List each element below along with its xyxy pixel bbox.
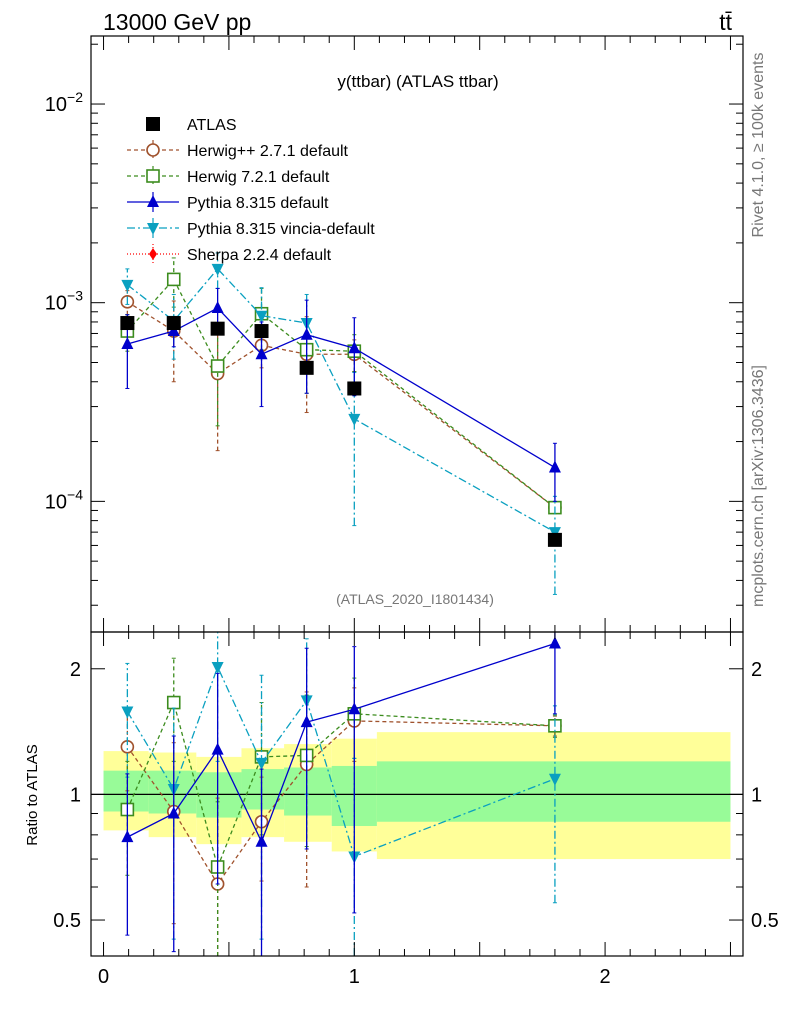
x-tick-label: 0	[98, 966, 109, 988]
series-line	[127, 301, 556, 509]
data-point	[167, 806, 180, 819]
ratio-y-tick-label-right: 2	[751, 659, 762, 681]
process-label: tt̄	[719, 9, 732, 35]
mcplots-source-label: mcplots.cern.ch [arXiv:1306.3436]	[750, 365, 767, 607]
ratio-frame	[90, 631, 744, 957]
data-point	[255, 347, 268, 360]
series-line	[126, 267, 556, 533]
ratio-y-tick-label-left: 1	[70, 784, 81, 806]
data-point	[210, 321, 225, 336]
ratio-y-axis-label: Ratio to ATLAS	[24, 744, 41, 845]
x-tick-label: 2	[600, 966, 611, 988]
data-point	[300, 715, 313, 728]
data-point	[211, 263, 224, 276]
ratio-y-tick-label-right: 0.5	[751, 910, 779, 932]
series-line	[127, 307, 556, 469]
legend-marker	[146, 117, 160, 131]
data-point	[255, 310, 268, 323]
legend-item: Herwig 7.2.1 default	[127, 166, 330, 186]
data-point	[211, 742, 224, 755]
data-point	[347, 381, 362, 396]
data-point	[254, 324, 269, 339]
series-pythia-8-315-default	[121, 631, 561, 957]
data-point	[300, 327, 313, 340]
data-point	[121, 830, 134, 843]
data-point	[255, 757, 268, 770]
legend-item: Pythia 8.315 default	[127, 192, 329, 212]
data-point	[211, 301, 224, 314]
data-point	[210, 359, 225, 373]
data-point	[166, 695, 181, 710]
legend-item: ATLAS	[146, 117, 237, 134]
ratio-y-tick-label-left: 2	[70, 659, 81, 681]
legend: ATLAS Herwig++ 2.7.1 default Herwig 7.2.1 …	[127, 117, 375, 264]
data-point	[211, 661, 224, 674]
legend-marker	[146, 169, 160, 183]
legend-marker	[147, 223, 159, 235]
legend-marker	[149, 248, 157, 260]
main-panel: 10−4 10−3 10−2 y(ttbar) (ATLAS ttbar) (ATL…	[45, 35, 744, 633]
data-point	[167, 324, 180, 337]
data-point	[166, 272, 181, 287]
legend-label: Pythia 8.315 vincia-default	[187, 221, 375, 238]
legend-label: Pythia 8.315 default	[187, 195, 329, 212]
ratio-y-tick-label-left: 0.5	[53, 910, 81, 932]
legend-label: Herwig++ 2.7.1 default	[187, 143, 349, 160]
data-point	[121, 336, 134, 349]
data-point	[121, 706, 134, 719]
analysis-watermark: (ATLAS_2020_I1801434)	[336, 591, 494, 607]
data-point	[548, 460, 561, 473]
legend-label: ATLAS	[187, 117, 237, 134]
y-tick-label: 10−2	[45, 89, 83, 116]
series-atlas	[120, 316, 562, 547]
legend-label: Sherpa 2.2.4 default	[187, 247, 332, 264]
data-point	[348, 413, 361, 426]
legend-marker	[147, 195, 159, 207]
main-plot-title: y(ttbar) (ATLAS ttbar)	[337, 72, 498, 91]
ratio-y-tick-label-right: 1	[751, 784, 762, 806]
data-point	[548, 773, 561, 786]
x-tick-label: 1	[349, 966, 360, 988]
legend-marker	[146, 143, 160, 157]
legend-item: Pythia 8.315 vincia-default	[127, 218, 375, 238]
legend-item: Herwig++ 2.7.1 default	[127, 140, 349, 160]
uncertainty-band-inner	[284, 767, 332, 816]
series-pythia-8-315-default	[121, 287, 561, 502]
data-point	[120, 316, 135, 331]
series-herwig-7-2-1-default	[120, 257, 562, 515]
uncertainty-band-inner	[241, 769, 285, 810]
uncertainty-band-inner	[376, 761, 731, 822]
data-point	[548, 636, 561, 649]
legend-label: Herwig 7.2.1 default	[187, 169, 330, 186]
energy-label: 13000 GeV pp	[103, 9, 251, 35]
legend-item: Sherpa 2.2.4 default	[127, 244, 332, 264]
data-point	[255, 834, 268, 847]
data-point	[348, 341, 361, 354]
data-point	[121, 279, 134, 292]
y-tick-label: 10−3	[45, 288, 83, 315]
ratio-panel: 0.5 0.5 1 1 2 2 0 1 2 Ratio to ATLAS	[24, 631, 779, 988]
data-point	[166, 316, 181, 331]
rivet-version-label: Rivet 4.1.0, ≥ 100k events	[750, 53, 767, 238]
y-tick-label: 10−4	[45, 486, 83, 513]
data-point	[547, 532, 562, 547]
data-point	[348, 702, 361, 715]
data-point	[299, 360, 314, 375]
series-pythia-8-315-vincia-default	[121, 252, 561, 595]
